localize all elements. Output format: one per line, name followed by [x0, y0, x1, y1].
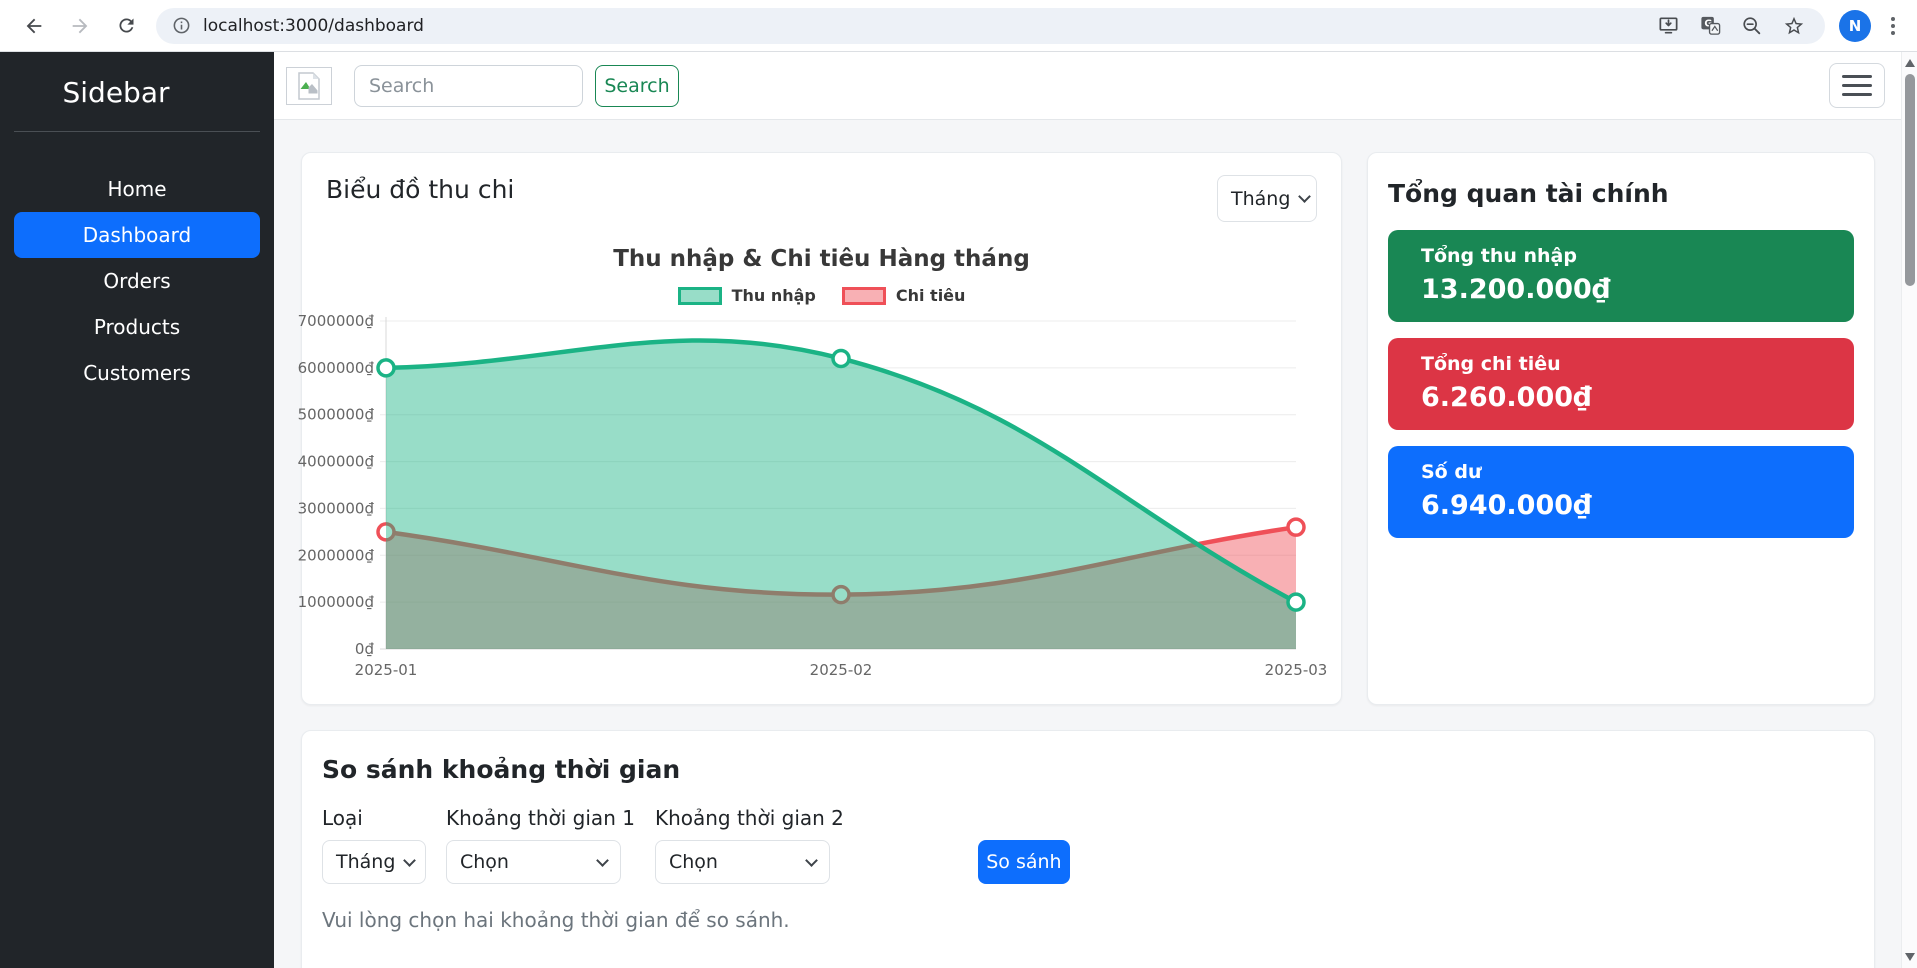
range1-select[interactable]: Chọn [446, 840, 621, 884]
reload-icon [118, 18, 133, 33]
url-bar[interactable]: localhost:3000/dashboard G [156, 7, 1825, 44]
page-content: Biểu đồ thu chi Tháng Thu nhập & Chi tiê… [274, 120, 1917, 968]
monitor-download-icon [1658, 17, 1678, 34]
stat-label: Tổng thu nhập [1421, 245, 1577, 267]
sidebar: Sidebar Home Dashboard Orders Products C… [0, 52, 274, 968]
browser-toolbar: localhost:3000/dashboard G N [0, 0, 1917, 52]
broken-logo-image [286, 66, 332, 105]
search-input[interactable] [354, 64, 583, 107]
browser-menu-button[interactable] [1883, 16, 1903, 35]
field-type: Loại Tháng [322, 806, 426, 884]
field-label-range2: Khoảng thời gian 2 [654, 806, 844, 830]
legend-label-income: Thu nhập [731, 286, 816, 305]
site-info-icon[interactable] [172, 16, 191, 35]
svg-text:2025-03: 2025-03 [1265, 661, 1328, 679]
chevron-down-icon [805, 853, 818, 867]
hamburger-menu-button[interactable] [1829, 63, 1885, 108]
reload-button[interactable] [106, 6, 146, 46]
forward-button[interactable] [60, 6, 100, 46]
svg-text:1000000₫: 1000000₫ [298, 593, 375, 611]
svg-text:7000000₫: 7000000₫ [298, 312, 375, 330]
zoom-out-button[interactable] [1737, 11, 1767, 41]
magnifier-minus-icon [1743, 16, 1761, 34]
svg-text:6000000₫: 6000000₫ [298, 359, 375, 377]
svg-text:G: G [1704, 18, 1712, 29]
main-area: Search Biểu đồ thu chi Tháng Thu nhập & … [274, 52, 1917, 968]
period-select[interactable]: Tháng [1217, 175, 1317, 222]
range1-select-value: Chọn [460, 851, 509, 873]
chart-card: Biểu đồ thu chi Tháng Thu nhập & Chi tiê… [298, 152, 1342, 705]
legend-item-income[interactable]: Thu nhập [677, 286, 816, 305]
compare-button[interactable]: So sánh [977, 840, 1070, 884]
line-area-chart: 0₫ 1000000₫ 2000000₫ 3000000₫ 4000000₫ 500000… [298, 312, 1328, 679]
range2-select-value: Chọn [668, 851, 718, 873]
summary-card: Tổng quan tài chính Tổng thu nhập 13.200… [1367, 152, 1875, 705]
sidebar-title: Sidebar [62, 76, 170, 109]
stat-label: Số dư [1421, 461, 1482, 483]
stat-value: 6.940.000₫ [1421, 490, 1592, 521]
type-select-value: Tháng [336, 851, 396, 873]
profile-avatar[interactable]: N [1839, 9, 1871, 42]
field-label-range1: Khoảng thời gian 1 [446, 806, 635, 830]
legend-swatch-expense [841, 286, 886, 305]
field-range2: Khoảng thời gian 2 Chọn [654, 806, 844, 884]
sidebar-divider [14, 131, 260, 132]
sidebar-nav: Home Dashboard Orders Products Customers [0, 166, 274, 396]
url-text: localhost:3000/dashboard [203, 15, 424, 36]
stat-card-total-income: Tổng thu nhập 13.200.000₫ [1388, 230, 1854, 322]
star-icon [1784, 16, 1804, 34]
stat-card-total-expense: Tổng chi tiêu 6.260.000₫ [1388, 338, 1854, 430]
stat-value: 6.260.000₫ [1421, 382, 1592, 413]
sidebar-item-customers[interactable]: Customers [83, 361, 191, 385]
legend-label-expense: Chi tiêu [895, 286, 966, 305]
broken-image-icon [298, 71, 320, 100]
stat-label: Tổng chi tiêu [1421, 353, 1561, 375]
stat-card-balance: Số dư 6.940.000₫ [1388, 446, 1854, 538]
translate-button[interactable]: G [1695, 11, 1725, 41]
type-select[interactable]: Tháng [322, 840, 426, 884]
app-window: Sidebar Home Dashboard Orders Products C… [0, 52, 1917, 968]
chevron-down-icon [403, 853, 417, 867]
legend-item-expense[interactable]: Chi tiêu [841, 286, 966, 305]
sidebar-item-dashboard[interactable]: Dashboard [14, 212, 260, 258]
chevron-down-icon [1298, 190, 1312, 203]
scrollbar-thumb[interactable] [1905, 74, 1915, 286]
compare-title: So sánh khoảng thời gian [322, 755, 681, 784]
back-button[interactable] [14, 6, 54, 46]
sidebar-item-orders[interactable]: Orders [103, 269, 171, 293]
period-select-value: Tháng [1231, 187, 1291, 210]
legend-swatch-income [677, 286, 722, 305]
chart-title: Thu nhập & Chi tiêu Hàng tháng [613, 246, 1030, 272]
svg-text:0₫: 0₫ [355, 640, 375, 658]
compare-card: So sánh khoảng thời gian Loại Tháng Khoả… [301, 730, 1875, 968]
back-arrow-icon [26, 18, 42, 33]
stat-value: 13.200.000₫ [1421, 274, 1611, 305]
translate-icon: G [1700, 16, 1720, 35]
svg-text:5000000₫: 5000000₫ [298, 406, 375, 424]
scrollbar-down-arrow[interactable] [1905, 953, 1915, 961]
bookmark-button[interactable] [1779, 11, 1809, 41]
search-button[interactable]: Search [595, 64, 679, 107]
chevron-down-icon [596, 853, 609, 867]
range2-select[interactable]: Chọn [654, 840, 830, 884]
compare-note: Vui lòng chọn hai khoảng thời gian để so… [322, 908, 790, 932]
svg-text:4000000₫: 4000000₫ [298, 453, 375, 471]
sidebar-item-home[interactable]: Home [107, 177, 167, 201]
svg-text:2025-02: 2025-02 [810, 661, 873, 679]
chart-card-title: Biểu đồ thu chi [326, 175, 515, 204]
top-navbar: Search [274, 52, 1917, 120]
install-page-button[interactable] [1653, 11, 1683, 41]
forward-arrow-icon [72, 18, 88, 33]
svg-text:3000000₫: 3000000₫ [298, 499, 375, 517]
sidebar-item-products[interactable]: Products [93, 315, 181, 339]
vertical-scrollbar[interactable] [1901, 52, 1917, 968]
svg-text:2025-01: 2025-01 [355, 661, 418, 679]
summary-title: Tổng quan tài chính [1388, 179, 1669, 208]
field-label-type: Loại [322, 806, 363, 830]
scrollbar-up-arrow[interactable] [1905, 59, 1915, 67]
chart-legend: Thu nhập Chi tiêu [326, 286, 1317, 305]
field-range1: Khoảng thời gian 1 Chọn [446, 806, 635, 884]
svg-text:2000000₫: 2000000₫ [298, 546, 375, 564]
